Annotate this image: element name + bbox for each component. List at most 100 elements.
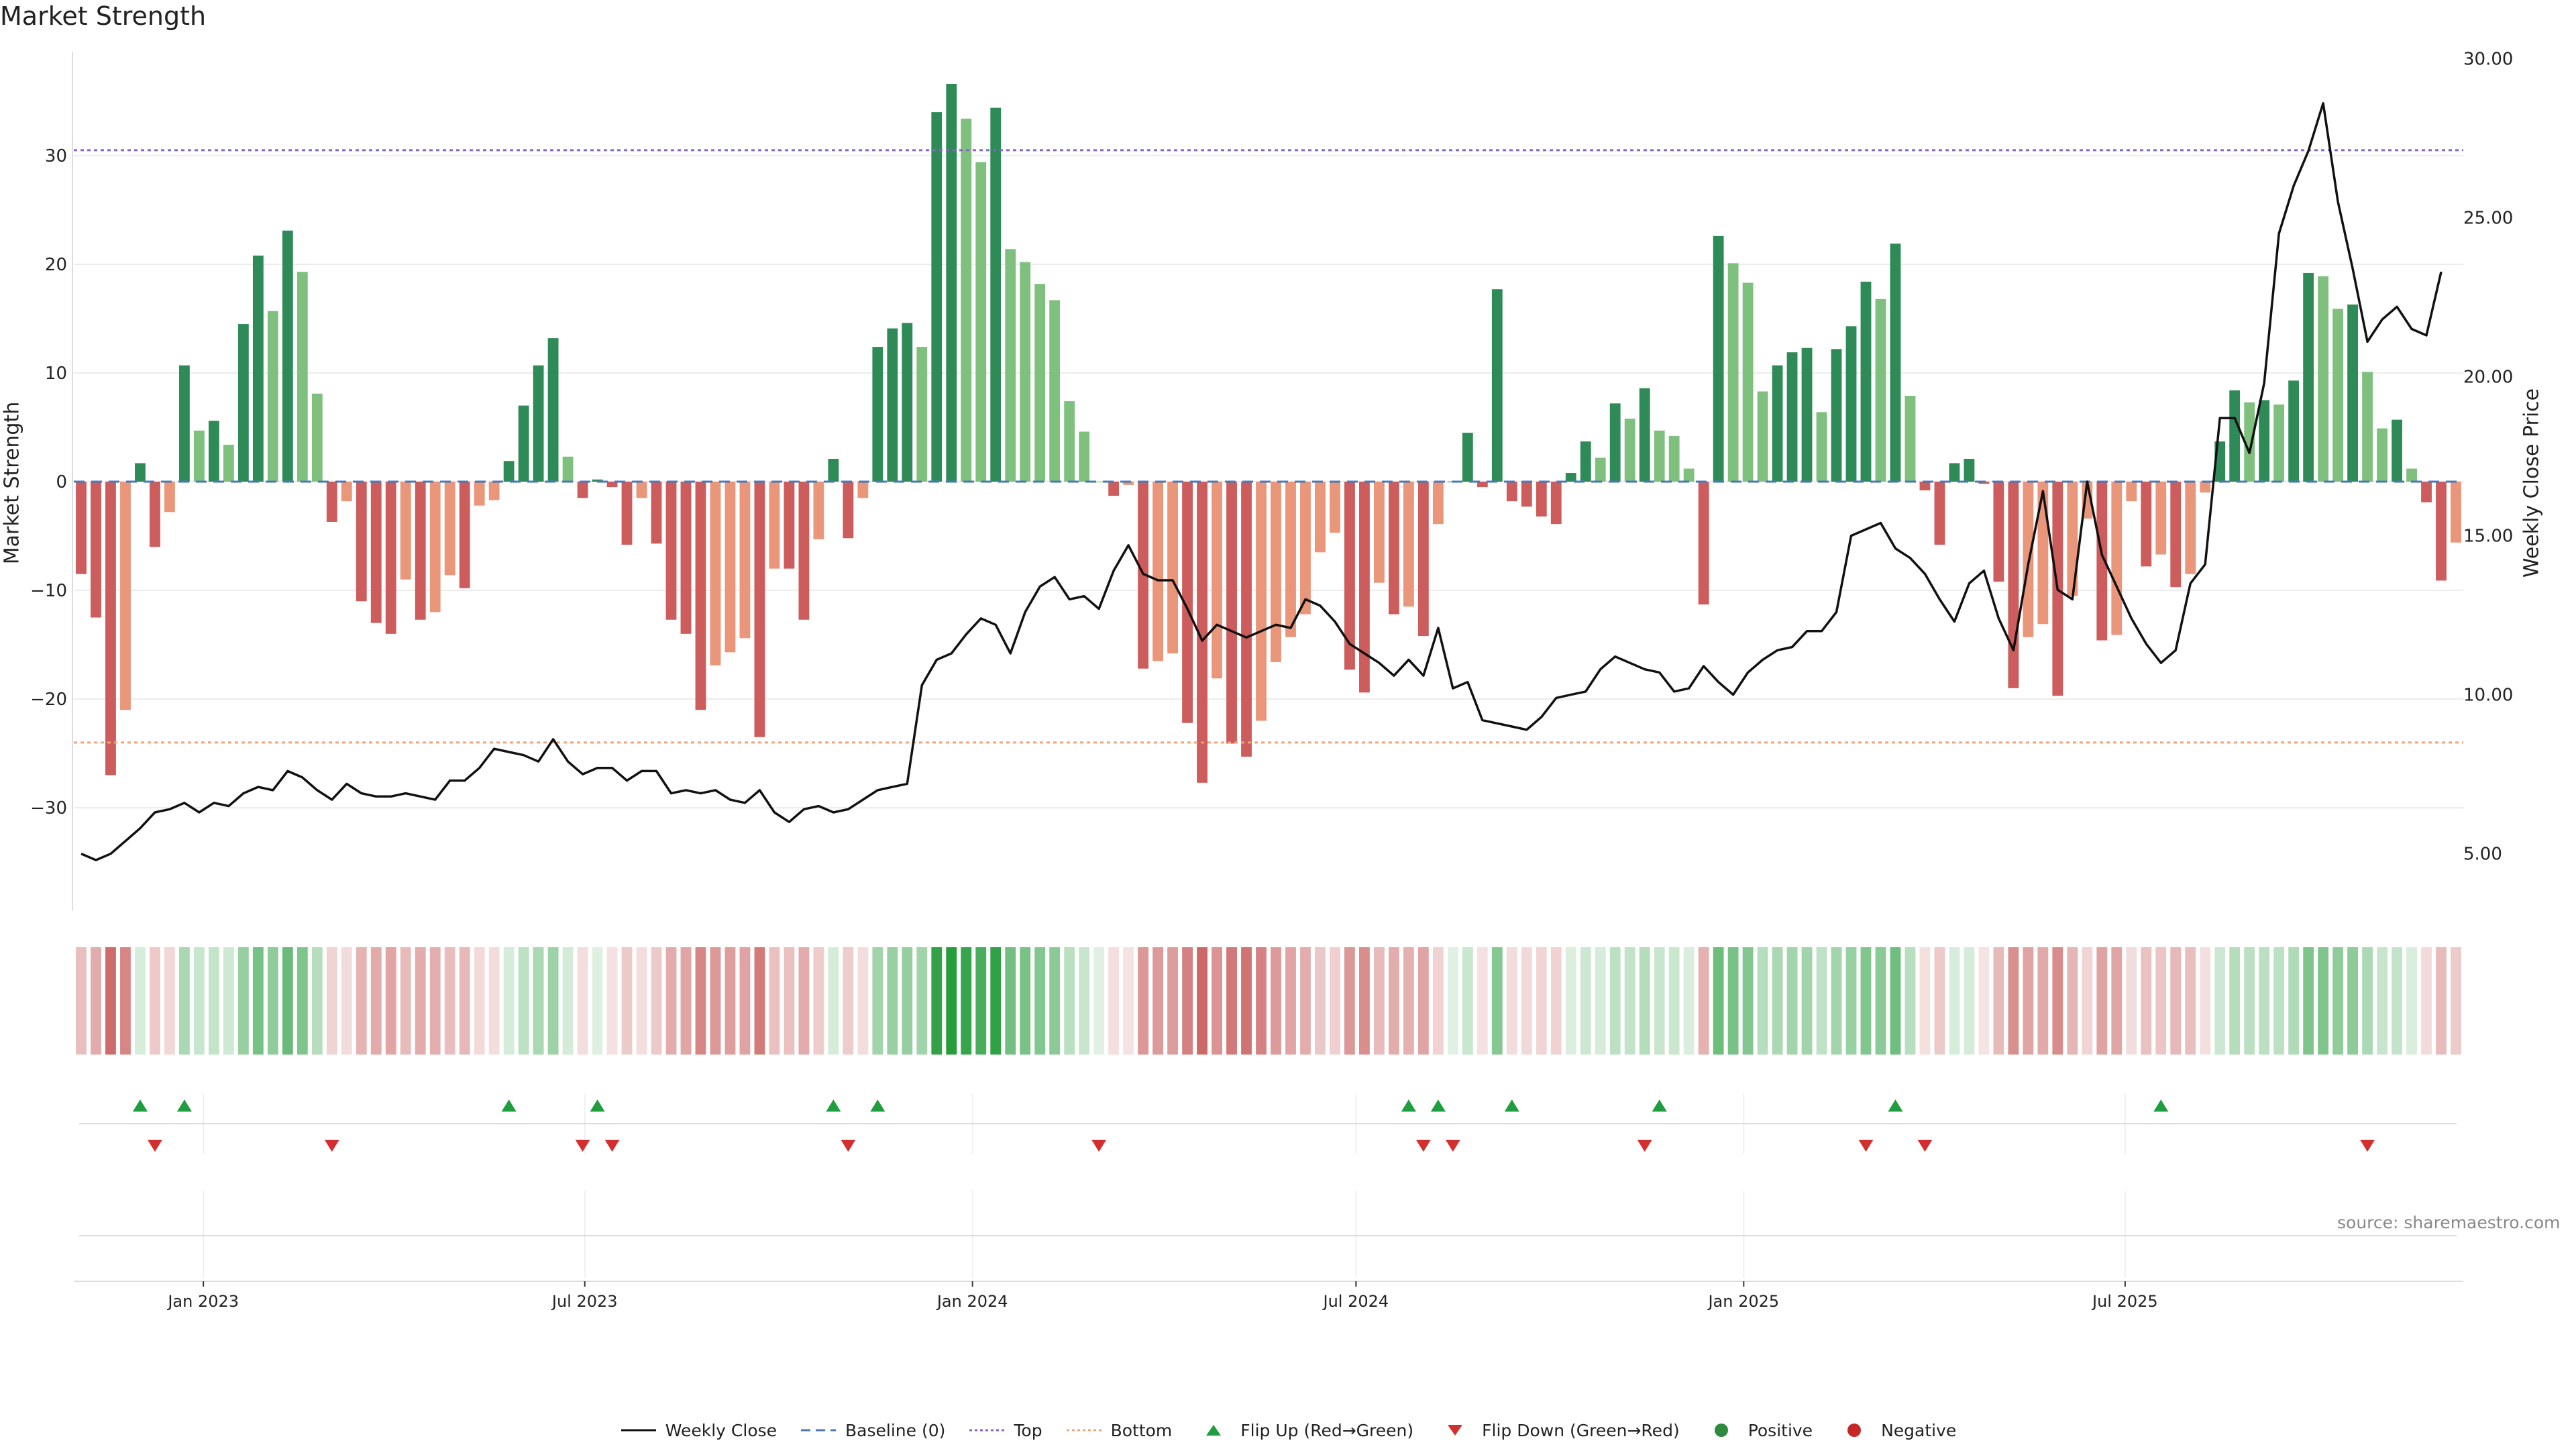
strength-bar — [1521, 482, 1532, 507]
heatstrip-cell — [1609, 947, 1621, 1055]
heatstrip-cell — [1330, 947, 1340, 1055]
heatstrip-cell — [1432, 947, 1444, 1055]
strength-bar — [1271, 482, 1281, 662]
legend-item: Weekly Close — [620, 1421, 777, 1440]
strength-bar — [1417, 482, 1429, 637]
strength-bar — [1919, 482, 1931, 490]
heatstrip-cell — [1344, 947, 1355, 1055]
heatstrip-cell — [1300, 947, 1311, 1055]
strength-bar — [1034, 284, 1046, 482]
heatstrip-cell — [474, 947, 485, 1055]
heatstrip-cell — [178, 947, 190, 1055]
strength-bar — [1904, 396, 1916, 482]
heatstrip-cell — [1565, 947, 1576, 1055]
strength-bar — [2377, 428, 2387, 482]
strength-bar — [2229, 390, 2241, 482]
heatstrip-cell — [754, 947, 765, 1055]
strength-bar — [1801, 347, 1813, 482]
strength-bar — [961, 118, 972, 482]
heatstrip-cell — [2288, 947, 2300, 1055]
strength-bar — [2170, 482, 2182, 588]
y-right-tick-label: 5.00 — [2463, 845, 2502, 865]
strength-bar — [267, 311, 278, 482]
strength-bar — [193, 430, 205, 482]
heatstrip-cell — [577, 947, 588, 1055]
strength-bar — [178, 365, 190, 482]
heatstrip-cell — [311, 947, 323, 1055]
strength-bar — [311, 393, 323, 482]
strength-bar — [606, 482, 618, 488]
strength-bar — [1550, 482, 1562, 525]
legend-item: Top — [968, 1421, 1042, 1440]
x-tick-label: Jan 2024 — [936, 1292, 1008, 1311]
strength-bar — [2067, 482, 2078, 596]
price-line-group — [80, 102, 2443, 861]
strength-bar — [1506, 482, 1517, 502]
strength-bar — [1197, 482, 1208, 783]
heatstrip-cell — [813, 947, 824, 1055]
strength-bar — [990, 107, 1002, 482]
heatstrip-cell — [1271, 947, 1281, 1055]
heatstrip-cell — [916, 947, 928, 1055]
heatstrip-cell — [2008, 947, 2019, 1055]
strength-bar — [459, 482, 470, 588]
legend-label: Flip Down (Green→Red) — [1482, 1420, 1680, 1440]
strength-bar — [1993, 482, 2004, 582]
heatstrip-cell — [2067, 947, 2078, 1055]
flip-up-marker — [826, 1099, 841, 1112]
heatstrip-cell — [1772, 947, 1783, 1055]
heatstrip-cell — [400, 947, 411, 1055]
heatstrip-cell — [1108, 947, 1120, 1055]
heatstrip-cell — [1020, 947, 1031, 1055]
reference-lines — [74, 149, 2463, 744]
strength-bar — [282, 230, 293, 482]
heatstrip-cell — [1477, 947, 1488, 1055]
heatstrip-cell — [1964, 947, 1975, 1055]
legend-label: Positive — [1748, 1420, 1813, 1440]
strength-bar — [724, 482, 736, 653]
legend-swatch — [1448, 1425, 1463, 1436]
strength-bar — [1432, 482, 1444, 525]
strength-bar — [1831, 349, 1842, 482]
strength-bar — [813, 482, 824, 539]
strength-bar — [1713, 235, 1724, 482]
strength-bar — [76, 482, 87, 574]
flip-up-marker — [2153, 1099, 2169, 1112]
strength-bar — [1005, 249, 1016, 482]
heatstrip-cell — [1138, 947, 1149, 1055]
strength-bar — [1212, 482, 1222, 679]
heatstrip-cell — [1978, 947, 1990, 1055]
strength-bar — [1890, 244, 1901, 482]
heatstrip-cell — [828, 947, 839, 1055]
source-note: source: sharemaestro.com — [2337, 1213, 2561, 1232]
heatstrip-cell — [2436, 947, 2447, 1055]
heatstrip-cell — [2332, 947, 2344, 1055]
legend-swatch — [1206, 1425, 1222, 1436]
y-left-tick-label: 10 — [45, 364, 67, 384]
heatstrip-cell — [739, 947, 751, 1055]
heatstrip-cell — [2347, 947, 2359, 1055]
legend-label: Baseline (0) — [845, 1420, 946, 1440]
heatstrip-cell — [1256, 947, 1267, 1055]
flip-up-marker — [1888, 1099, 1903, 1112]
heatstrip-cell — [1388, 947, 1399, 1055]
legend-label: Bottom — [1110, 1420, 1173, 1440]
strength-bar — [1241, 482, 1252, 757]
heatstrip-cell — [2318, 947, 2329, 1055]
heatstrip-cell — [105, 947, 116, 1055]
heatstrip-cell — [710, 947, 721, 1055]
strength-bar — [1668, 435, 1680, 482]
strength-bar — [400, 482, 411, 580]
heatstrip-cell — [135, 947, 146, 1055]
strength-bar — [2185, 482, 2196, 574]
heatstrip-cell — [429, 947, 441, 1055]
strength-bar — [1757, 391, 1768, 482]
strength-bar — [223, 444, 234, 482]
y-left-tick-label: 20 — [45, 255, 67, 275]
strength-bar — [1654, 430, 1665, 482]
heatstrip-cell — [341, 947, 352, 1055]
heatstrip-cell — [1241, 947, 1252, 1055]
strength-bar — [621, 482, 633, 545]
heatstrip-cell — [1875, 947, 1886, 1055]
